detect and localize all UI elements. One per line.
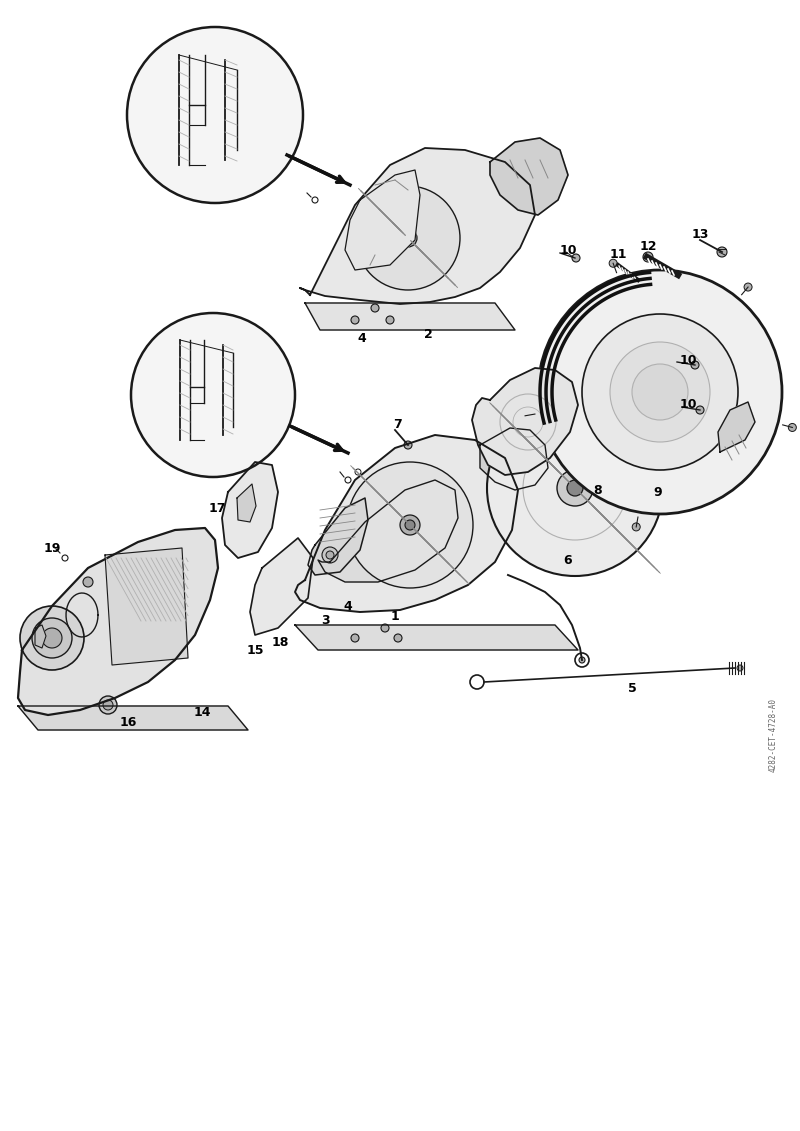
Polygon shape: [318, 480, 458, 582]
Circle shape: [405, 520, 415, 530]
Circle shape: [632, 364, 688, 420]
Circle shape: [326, 551, 334, 559]
Polygon shape: [222, 461, 278, 558]
Polygon shape: [237, 484, 256, 523]
Circle shape: [32, 618, 72, 658]
Circle shape: [609, 259, 617, 267]
Circle shape: [371, 304, 379, 312]
Text: 18: 18: [271, 637, 289, 649]
Circle shape: [20, 606, 84, 670]
Circle shape: [557, 470, 593, 506]
Text: 4: 4: [344, 601, 352, 613]
Text: 17: 17: [208, 501, 226, 515]
Circle shape: [42, 628, 62, 648]
Text: 4: 4: [358, 331, 366, 345]
Polygon shape: [295, 625, 578, 650]
Circle shape: [567, 480, 583, 497]
Polygon shape: [35, 625, 46, 648]
Circle shape: [381, 624, 389, 632]
Circle shape: [351, 316, 359, 323]
Circle shape: [632, 523, 640, 530]
Circle shape: [487, 400, 663, 576]
Circle shape: [99, 696, 117, 714]
Text: 8: 8: [594, 483, 602, 497]
Circle shape: [356, 185, 460, 290]
Circle shape: [717, 247, 727, 257]
Circle shape: [696, 406, 704, 414]
Circle shape: [610, 342, 710, 442]
Text: 3: 3: [321, 613, 330, 627]
Circle shape: [394, 634, 402, 642]
Polygon shape: [308, 498, 368, 575]
Circle shape: [582, 314, 738, 470]
Polygon shape: [345, 170, 420, 270]
Text: 13: 13: [691, 227, 709, 241]
Circle shape: [521, 412, 529, 420]
Text: 9: 9: [654, 485, 662, 499]
Text: 10: 10: [679, 398, 697, 412]
Circle shape: [83, 577, 93, 587]
Polygon shape: [295, 435, 518, 612]
Circle shape: [404, 441, 412, 449]
Polygon shape: [472, 368, 578, 475]
Circle shape: [737, 665, 743, 671]
Polygon shape: [490, 138, 568, 215]
Circle shape: [538, 270, 782, 513]
Circle shape: [127, 27, 303, 202]
Circle shape: [572, 254, 580, 262]
Circle shape: [103, 700, 113, 710]
Polygon shape: [250, 538, 313, 634]
Text: 2: 2: [424, 328, 432, 342]
Circle shape: [691, 361, 699, 369]
Circle shape: [579, 657, 585, 663]
Text: 4282-CET-4728-A0: 4282-CET-4728-A0: [769, 698, 778, 772]
Circle shape: [347, 461, 473, 588]
Text: 15: 15: [246, 644, 264, 656]
Text: 1: 1: [390, 611, 399, 623]
Polygon shape: [305, 303, 515, 330]
Circle shape: [351, 634, 359, 642]
Polygon shape: [718, 402, 755, 452]
Circle shape: [788, 423, 796, 431]
Circle shape: [399, 228, 417, 247]
Polygon shape: [18, 528, 218, 715]
Polygon shape: [480, 428, 548, 490]
Polygon shape: [300, 148, 535, 304]
Circle shape: [643, 252, 653, 262]
Text: 16: 16: [119, 716, 137, 728]
Circle shape: [744, 283, 752, 291]
Text: 19: 19: [43, 542, 61, 554]
Text: 10: 10: [679, 354, 697, 366]
Circle shape: [386, 316, 394, 323]
Text: 6: 6: [564, 553, 572, 567]
Circle shape: [131, 313, 295, 477]
Circle shape: [400, 515, 420, 535]
Polygon shape: [105, 549, 188, 665]
Circle shape: [404, 234, 412, 242]
Text: 11: 11: [610, 248, 626, 260]
Polygon shape: [18, 706, 248, 729]
Text: 5: 5: [628, 682, 636, 694]
Text: 10: 10: [559, 243, 577, 257]
Text: 14: 14: [194, 707, 210, 719]
Circle shape: [322, 547, 338, 563]
Text: 12: 12: [639, 240, 657, 252]
Text: 7: 7: [394, 417, 402, 431]
